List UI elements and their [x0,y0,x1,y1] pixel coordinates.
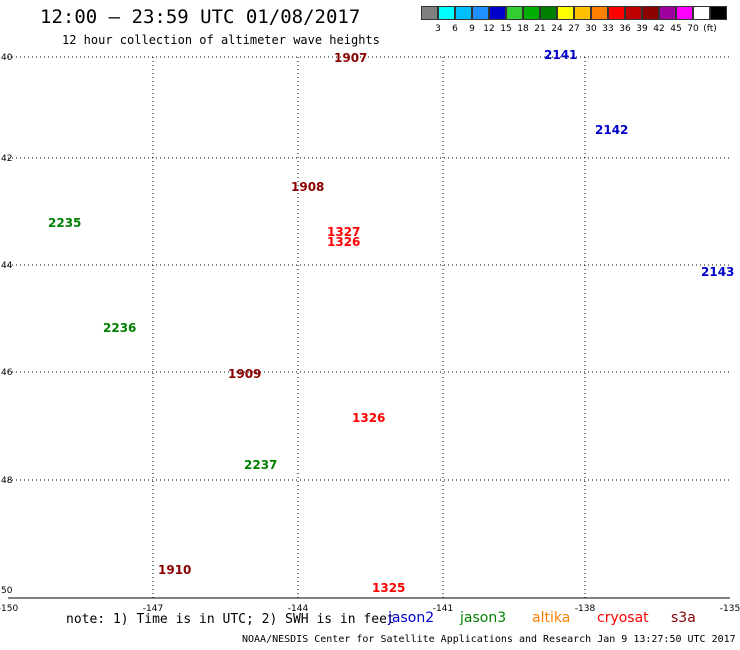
note-text: note: 1) Time is in UTC; 2) SWH is in fe… [66,612,395,627]
pass-time-label: 1907 [334,51,367,65]
pass-time-label: 2141 [544,48,577,62]
scale-swatch [693,6,710,20]
scale-swatch [557,6,574,20]
pass-time-label: 1326 [327,235,360,249]
satellite-legend-item: s3a [671,610,696,626]
pass-time-label: 1910 [158,563,191,577]
credit-line: NOAA/NESDIS Center for Satellite Applica… [242,634,736,645]
scale-tick-label: 24 [551,24,563,34]
map-title: 12:00 – 23:59 UTC 01/08/2017 [40,6,361,28]
scale-tick-label: 3 [435,24,441,34]
scale-swatch [574,6,591,20]
scale-tick-label: 36 [619,24,631,34]
longitude-label: -135 [720,604,740,614]
latitude-label: 48 [1,476,13,486]
satellite-legend-item: jason2 [388,610,435,626]
scale-tick-label: 9 [469,24,475,34]
pass-time-label: 1325 [372,581,405,595]
scale-swatch [608,6,625,20]
scale-tick-label: 15 [500,24,512,34]
pass-time-label: 1908 [291,180,324,194]
scale-swatch [659,6,676,20]
satellite-legend-item: altika [532,610,571,626]
pass-time-label: 1327 [327,225,360,239]
scale-swatch [472,6,489,20]
scale-tick-label: 70 [687,24,699,34]
scale-swatch [642,6,659,20]
scale-tick-label: 27 [568,24,580,34]
scale-swatch [591,6,608,20]
longitude-label: -144 [288,604,309,614]
scale-tick-label: 12 [483,24,495,34]
scale-tick-label: 30 [585,24,597,34]
scale-swatch [540,6,557,20]
scale-tick-label: 33 [602,24,614,34]
satellite-legend-item: cryosat [597,610,649,626]
scale-swatch [421,6,438,20]
longitude-label: -138 [575,604,596,614]
latitude-label: 42 [1,154,12,164]
scale-swatch [438,6,455,20]
latitude-label: 44 [1,261,13,271]
scale-tick-label: 18 [517,24,529,34]
scale-tick-label: 45 [670,24,682,34]
scale-swatch [676,6,693,20]
longitude-label: -150 [0,604,18,614]
pass-time-label: 2236 [103,321,136,335]
scale-tick-label: 21 [534,24,546,34]
latitude-label: 46 [1,368,13,378]
scale-swatch [523,6,540,20]
pass-time-label: 2235 [48,216,81,230]
longitude-label: -147 [143,604,163,614]
map-subtitle: 12 hour collection of altimeter wave hei… [62,33,380,47]
scale-swatch [710,6,727,20]
pass-time-label: 2142 [595,123,628,137]
pass-time-label: 1909 [228,367,261,381]
pass-time-label: 1326 [352,411,385,425]
scale-tick-label: 6 [452,24,458,34]
scale-tick-label: 42 [653,24,665,34]
scale-tick-label: 39 [636,24,648,34]
scale-swatch [455,6,472,20]
scale-swatch [506,6,523,20]
scale-swatch [489,6,506,20]
pass-time-label: 2143 [701,265,734,279]
pass-time-label: 2237 [244,458,277,472]
scale-unit-label: (ft) [703,24,717,34]
latitude-label: 40 [1,53,13,63]
satellite-legend-item: jason3 [460,610,507,626]
scale-swatch [625,6,642,20]
latitude-label: 50 [1,586,13,596]
longitude-label: -141 [433,604,453,614]
